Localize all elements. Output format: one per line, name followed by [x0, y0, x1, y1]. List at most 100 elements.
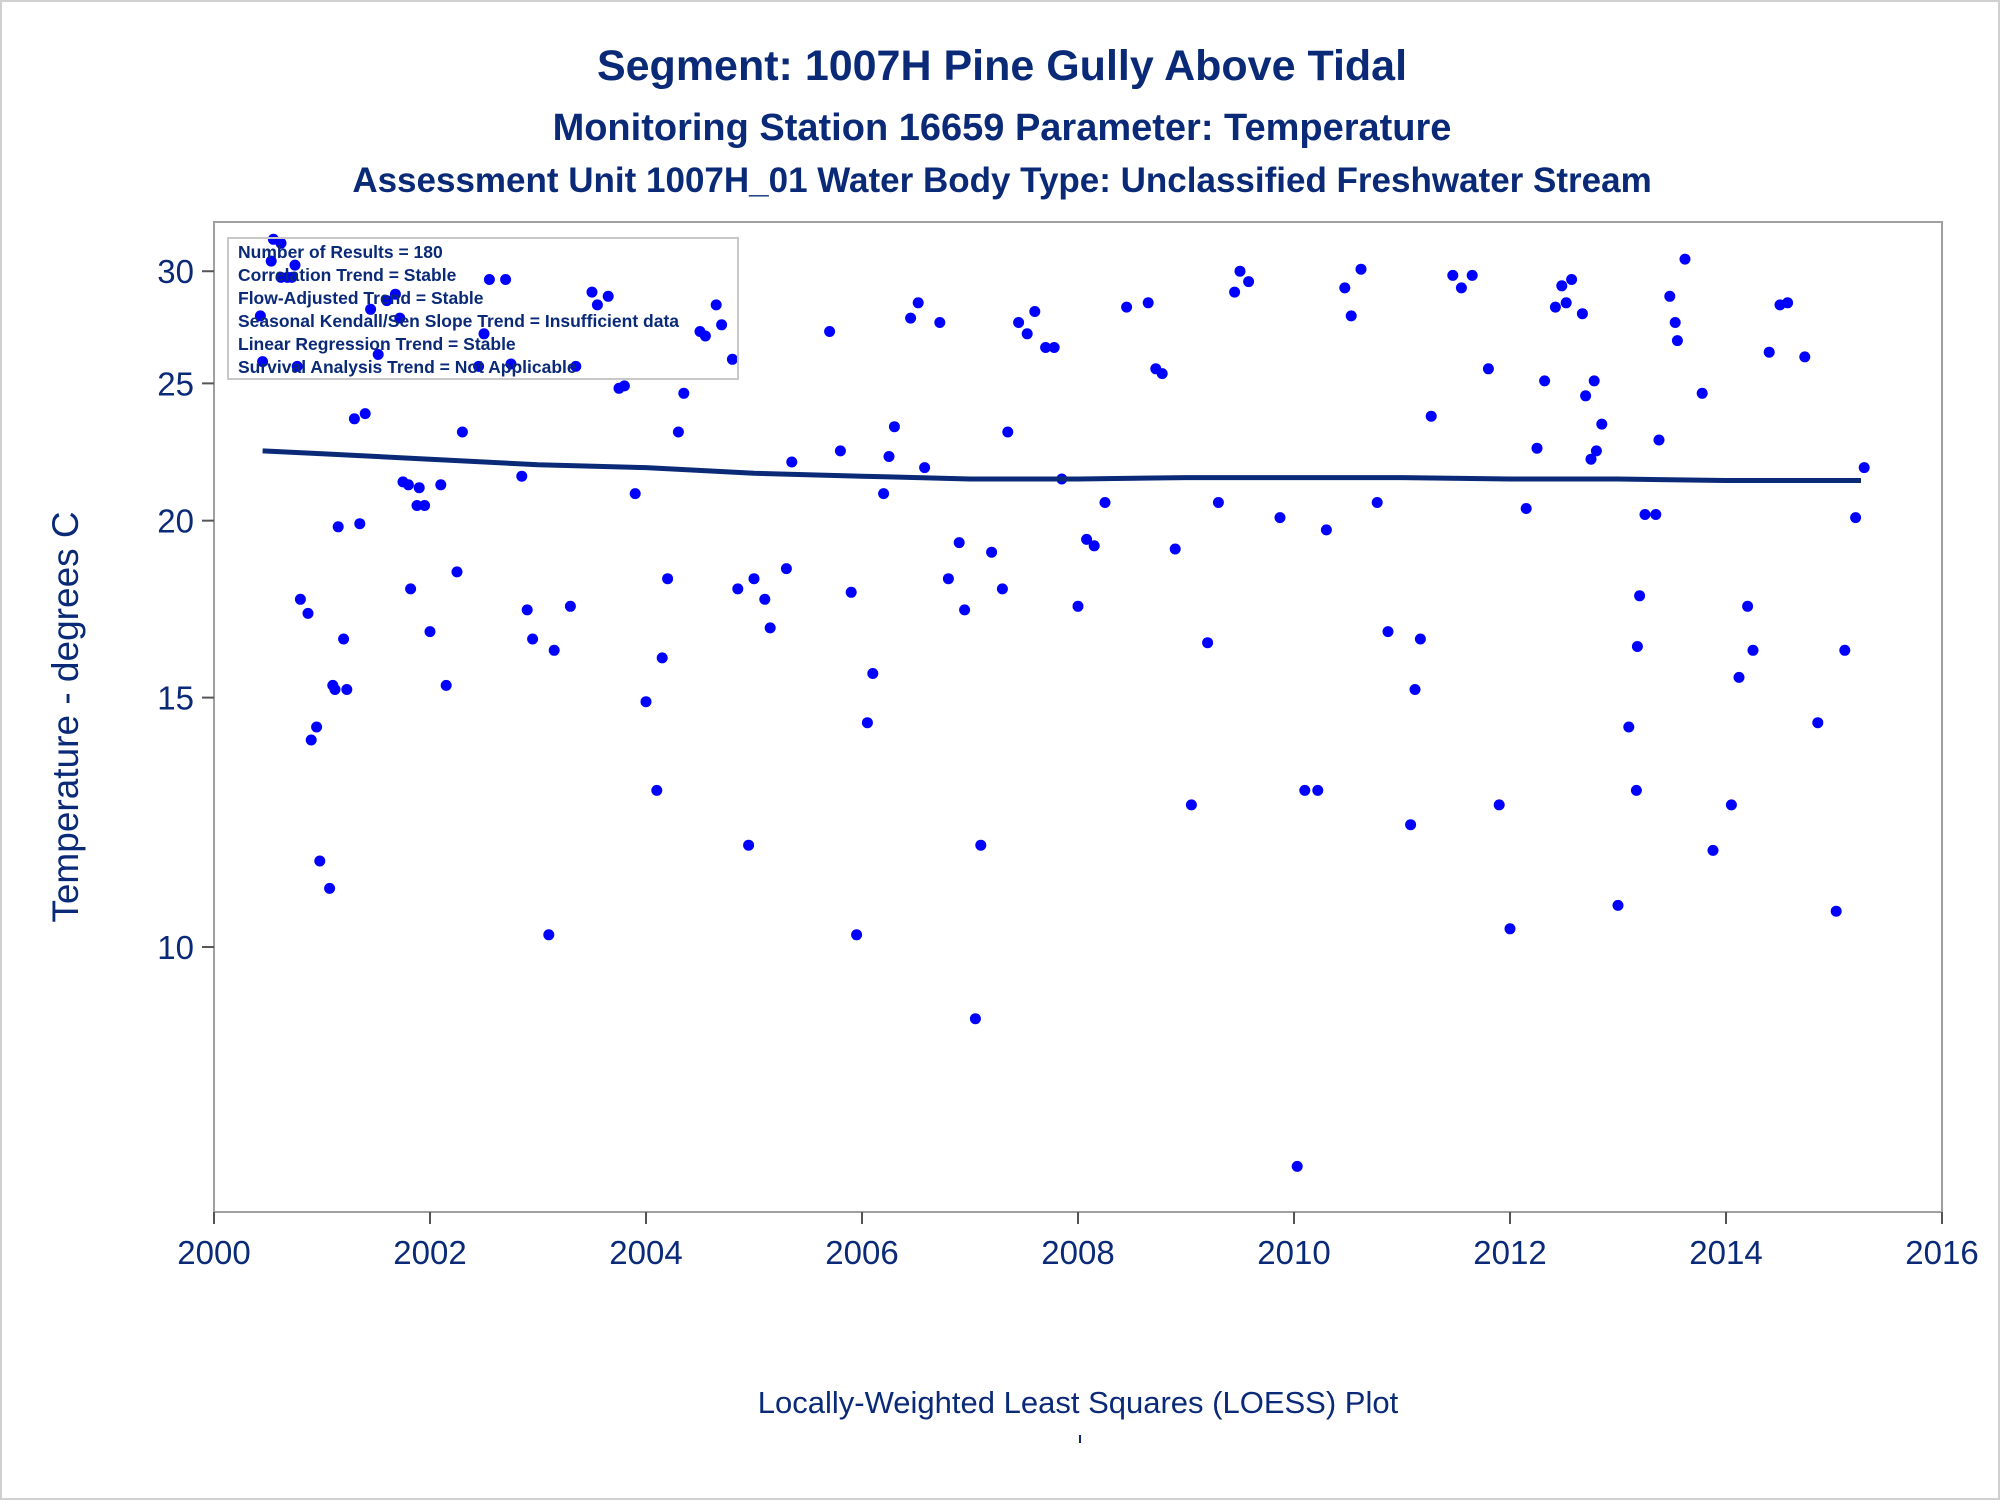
data-point — [919, 462, 931, 474]
stat-seasonal-kendall-trend: Seasonal Kendall/Sen Slope Trend = Insuf… — [238, 311, 679, 331]
data-point — [764, 622, 776, 634]
data-point — [1274, 512, 1286, 524]
data-point — [372, 349, 384, 360]
data-point — [953, 537, 965, 549]
data-point — [332, 521, 344, 533]
data-point — [291, 360, 303, 372]
data-point — [699, 330, 711, 342]
data-point — [1612, 899, 1624, 911]
y-axis: 10 15 20 25 30 — [157, 253, 214, 966]
data-point — [586, 286, 598, 298]
x-tick-label: 2014 — [1689, 1234, 1762, 1271]
data-point — [1742, 600, 1754, 612]
data-point — [969, 1013, 981, 1025]
data-point — [1763, 346, 1775, 358]
stat-flow-adjusted-trend: Flow-Adjusted Trend = Stable — [238, 288, 484, 308]
data-point — [912, 297, 924, 309]
data-point — [851, 929, 863, 941]
data-point — [618, 380, 630, 392]
data-point — [1169, 543, 1181, 555]
data-point — [710, 299, 722, 311]
data-point — [314, 855, 326, 867]
data-point — [716, 319, 728, 331]
data-point — [959, 604, 971, 616]
data-point — [1631, 641, 1643, 652]
stat-survival-analysis-trend: Survival Analysis Trend = Not Applicable — [238, 357, 577, 377]
data-points — [254, 233, 1870, 1172]
data-point — [483, 274, 495, 285]
stat-correlation-trend: Correlation Trend = Stable — [238, 265, 457, 285]
data-point — [1291, 1160, 1303, 1172]
data-point — [888, 421, 900, 433]
data-point — [1556, 280, 1568, 292]
data-point — [1590, 445, 1602, 457]
data-point — [672, 426, 684, 438]
data-point — [1504, 923, 1516, 935]
data-point — [341, 684, 353, 695]
data-point — [1630, 784, 1642, 796]
data-point — [1029, 306, 1041, 317]
data-point — [419, 500, 431, 511]
chart-subtitle-2: Assessment Unit 1007H_01 Water Body Type… — [352, 161, 1651, 200]
data-point — [1455, 282, 1467, 294]
data-point — [1202, 637, 1214, 649]
data-point — [478, 328, 490, 340]
data-point — [1212, 497, 1224, 508]
data-point — [521, 604, 533, 616]
data-point — [505, 358, 517, 370]
data-point — [1345, 310, 1357, 322]
x-tick-label: 2012 — [1473, 1234, 1546, 1271]
data-point — [1040, 342, 1052, 353]
data-point — [570, 360, 582, 372]
x-tick-label: 2010 — [1257, 1234, 1330, 1271]
y-tick-label: 10 — [157, 929, 194, 966]
x-tick-label: 2016 — [1905, 1234, 1978, 1271]
data-point — [1634, 590, 1646, 602]
data-point — [834, 445, 846, 457]
data-point — [543, 929, 555, 941]
data-point — [402, 479, 414, 491]
data-point — [365, 303, 377, 315]
data-point — [1243, 276, 1255, 288]
data-point — [1566, 274, 1578, 285]
data-point — [1072, 600, 1084, 612]
data-point — [1560, 297, 1572, 309]
data-point — [1088, 540, 1100, 552]
data-point — [265, 255, 277, 267]
data-point — [1679, 253, 1691, 265]
data-point — [311, 721, 323, 733]
data-point — [1355, 263, 1367, 275]
data-point — [348, 413, 360, 425]
stat-number-of-results: Number of Results = 180 — [238, 242, 443, 262]
data-point — [354, 518, 366, 530]
data-point — [338, 633, 350, 645]
data-point — [1520, 503, 1532, 514]
data-point — [1382, 626, 1394, 638]
data-point — [1482, 363, 1494, 375]
data-point — [591, 299, 603, 311]
data-point — [786, 456, 798, 468]
data-point — [640, 696, 652, 708]
data-point — [1312, 784, 1324, 796]
x-tick-label: 2006 — [825, 1234, 898, 1271]
data-point — [743, 839, 755, 851]
data-point — [905, 312, 917, 324]
data-point — [413, 482, 425, 494]
data-point — [1099, 497, 1111, 508]
x-tick-label: 2002 — [393, 1234, 466, 1271]
statistics-box-border — [227, 237, 739, 380]
data-point — [1414, 633, 1426, 645]
data-point — [1782, 297, 1794, 309]
data-point — [435, 479, 447, 491]
data-point — [1013, 317, 1025, 328]
data-point — [1048, 342, 1060, 353]
data-point — [1371, 497, 1383, 508]
data-point — [1653, 434, 1665, 446]
data-point — [975, 839, 987, 851]
data-point — [1707, 844, 1719, 856]
data-point — [602, 290, 614, 302]
data-point — [1725, 799, 1737, 811]
data-point — [1185, 799, 1197, 811]
data-point — [1320, 524, 1332, 536]
